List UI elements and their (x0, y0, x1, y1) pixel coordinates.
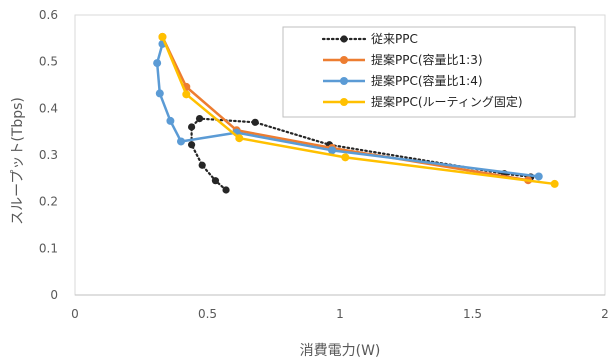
y-tick-label: 0.5 (39, 55, 58, 69)
x-axis-title: 消費電力(W) (300, 343, 381, 359)
legend-item: 提案PPC(ルーティング固定) (323, 94, 523, 109)
y-tick-label: 0.6 (39, 8, 58, 22)
y-tick-label: 0.3 (39, 148, 58, 162)
x-tick-label: 0.5 (198, 307, 217, 321)
legend-item: 従来PPC (321, 32, 418, 46)
series-group (153, 32, 559, 194)
series-3 (153, 39, 543, 181)
x-tick-label: 1 (336, 307, 344, 321)
x-tick-label: 1.5 (463, 307, 482, 321)
y-tick-label: 0.1 (39, 241, 58, 255)
series-line (155, 43, 539, 178)
legend-marker (340, 77, 348, 85)
y-tick-label: 0.2 (39, 195, 58, 209)
legend-marker (340, 56, 348, 64)
y-tick-label: 0 (50, 288, 58, 302)
legend: 従来PPC 提案PPC(容量比1:3) 提案PPC(容量比1:4) 提案PPC(ルーテ… (282, 26, 576, 118)
data-point (235, 134, 244, 143)
tick-labels: 0 0.5 1 1.5 2 0 0.1 0.2 0.3 0.4 0.5 0.6 (39, 8, 608, 321)
data-point (182, 90, 191, 99)
x-tick-label: 0 (71, 307, 79, 321)
data-point (195, 115, 204, 123)
data-point (222, 186, 230, 194)
legend-marker (340, 98, 348, 106)
legend-item: 提案PPC(容量比1:4) (323, 73, 483, 88)
data-point (341, 153, 350, 162)
data-point (328, 146, 337, 155)
data-point (211, 177, 220, 185)
data-point (188, 141, 196, 149)
data-point (155, 89, 164, 98)
data-point (534, 172, 543, 181)
legend-marker (340, 35, 348, 43)
series-line (190, 117, 532, 192)
data-point (188, 123, 196, 131)
axes (74, 14, 606, 296)
data-point (198, 161, 206, 169)
data-point (251, 118, 259, 126)
data-point (153, 59, 162, 68)
data-point (177, 137, 185, 146)
legend-label: 従来PPC (371, 32, 418, 46)
data-point (166, 116, 175, 125)
x-tick-label: 2 (601, 307, 608, 321)
series-4 (158, 32, 559, 188)
legend-label: 提案PPC(容量比1:4) (371, 73, 483, 88)
legend-label: 提案PPC(容量比1:3) (371, 52, 483, 67)
y-tick-label: 0.4 (39, 101, 58, 115)
data-point (550, 179, 559, 188)
legend-item: 提案PPC(容量比1:3) (323, 52, 483, 67)
y-axis-title: スループット(Tbps) (10, 97, 26, 225)
legend-label: 提案PPC(ルーティング固定) (371, 94, 523, 109)
data-point (158, 32, 167, 41)
